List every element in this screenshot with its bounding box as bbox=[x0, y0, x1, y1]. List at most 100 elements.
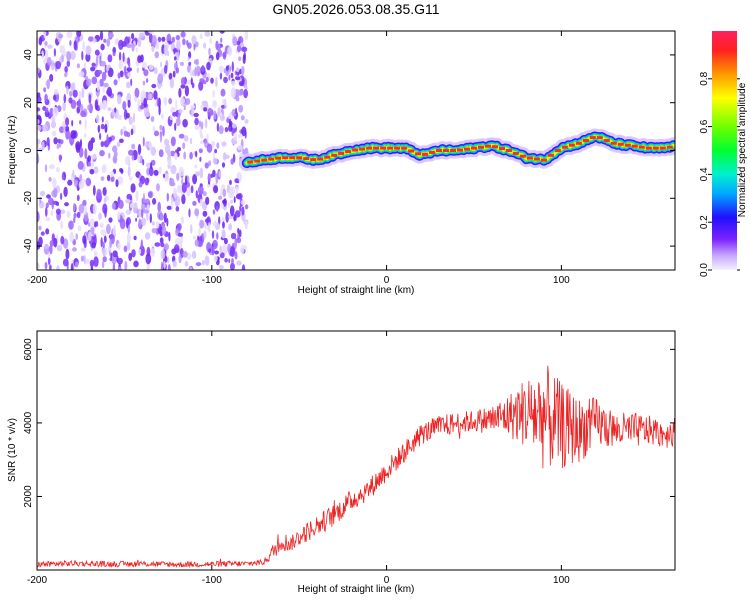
noise-blob bbox=[49, 240, 55, 247]
noise-blob bbox=[212, 101, 218, 108]
noise-blob bbox=[205, 76, 209, 83]
noise-blob bbox=[157, 73, 164, 84]
noise-blob bbox=[245, 84, 248, 91]
noise-blob bbox=[241, 66, 245, 76]
noise-blob bbox=[100, 123, 105, 130]
snr-xtick-label: -100 bbox=[202, 575, 222, 586]
noise-blob bbox=[188, 208, 191, 218]
noise-blob bbox=[73, 202, 76, 212]
noise-blob bbox=[206, 61, 211, 71]
noise-blob bbox=[207, 182, 211, 188]
signal-peak bbox=[408, 149, 415, 153]
noise-blob bbox=[164, 64, 168, 74]
noise-blob bbox=[95, 221, 99, 227]
noise-blob bbox=[53, 237, 58, 248]
noise-blob bbox=[233, 213, 236, 222]
noise-blob bbox=[140, 239, 143, 251]
noise-blob bbox=[210, 77, 214, 84]
noise-blob bbox=[223, 76, 228, 84]
noise-blob bbox=[202, 210, 208, 217]
noise-blob bbox=[228, 64, 231, 75]
noise-blob bbox=[159, 213, 164, 221]
noise-blob bbox=[143, 69, 149, 77]
noise-blob bbox=[174, 201, 178, 207]
noise-blob bbox=[221, 229, 226, 239]
noise-blob bbox=[100, 229, 107, 236]
noise-blob bbox=[80, 247, 86, 252]
noise-blob bbox=[110, 176, 115, 182]
noise-blob bbox=[175, 99, 178, 110]
noise-blob bbox=[166, 205, 172, 210]
noise-blob bbox=[151, 228, 157, 234]
noise-blob bbox=[131, 42, 135, 52]
noise-blob bbox=[235, 76, 241, 81]
noise-blob bbox=[131, 154, 135, 161]
spectrogram-ytick-label: 40 bbox=[23, 49, 34, 61]
noise-blob bbox=[101, 164, 107, 174]
noise-blob bbox=[212, 89, 215, 98]
noise-blob bbox=[84, 148, 88, 160]
noise-blob bbox=[68, 220, 74, 230]
noise-blob bbox=[146, 112, 151, 117]
noise-blob bbox=[194, 117, 199, 126]
noise-blob bbox=[99, 150, 105, 157]
noise-blob bbox=[229, 187, 234, 198]
noise-blob bbox=[90, 266, 94, 270]
noise-blob bbox=[180, 97, 186, 105]
noise-blob bbox=[70, 50, 76, 60]
noise-blob bbox=[182, 142, 186, 150]
noise-blob bbox=[76, 63, 80, 69]
colorbar-tick-label: 0.4 bbox=[699, 167, 710, 181]
noise-blob bbox=[135, 190, 139, 202]
colorbar-scale bbox=[712, 31, 737, 270]
noise-blob bbox=[44, 41, 48, 46]
noise-blob bbox=[219, 112, 223, 118]
noise-blob bbox=[189, 266, 192, 270]
signal-peak bbox=[450, 149, 456, 152]
noise-blob bbox=[125, 81, 131, 89]
noise-blob bbox=[133, 260, 139, 268]
noise-blob bbox=[236, 45, 242, 53]
figure-title: GN05.2026.053.08.35.G11 bbox=[272, 1, 439, 17]
signal-peak bbox=[394, 146, 401, 150]
noise-blob bbox=[163, 261, 166, 270]
noise-blob bbox=[105, 65, 110, 72]
noise-blob bbox=[176, 184, 183, 194]
noise-blob bbox=[180, 216, 184, 225]
signal-peak bbox=[526, 156, 533, 160]
noise-blob bbox=[151, 35, 157, 46]
noise-blob bbox=[168, 72, 173, 80]
noise-blob bbox=[95, 55, 99, 67]
noise-blob bbox=[93, 166, 99, 174]
noise-blob bbox=[224, 154, 230, 159]
spectrogram-xlabel: Height of straight line (km) bbox=[298, 285, 415, 296]
noise-blob bbox=[43, 57, 48, 65]
noise-blob bbox=[240, 245, 245, 255]
noise-blob bbox=[192, 200, 197, 206]
noise-blob bbox=[230, 87, 236, 99]
noise-blob bbox=[195, 171, 200, 177]
noise-blob bbox=[204, 255, 210, 266]
noise-blob bbox=[223, 237, 228, 245]
noise-blob bbox=[79, 174, 83, 182]
noise-blob bbox=[100, 43, 105, 51]
spectrogram-xtick-label: 100 bbox=[553, 275, 570, 286]
signal-peak bbox=[617, 142, 624, 146]
signal-peak bbox=[561, 145, 568, 149]
noise-blob bbox=[189, 68, 193, 78]
noise-blob bbox=[230, 72, 234, 79]
noise-blob bbox=[172, 70, 176, 78]
noise-blob bbox=[125, 198, 131, 204]
signal-peak bbox=[338, 151, 345, 155]
noise-blob bbox=[62, 101, 66, 112]
noise-blob bbox=[37, 262, 40, 269]
noise-blob bbox=[80, 110, 87, 118]
noise-blob bbox=[241, 264, 246, 270]
signal-peak bbox=[401, 146, 408, 150]
noise-blob bbox=[177, 232, 183, 237]
noise-blob bbox=[145, 141, 149, 148]
noise-blob bbox=[162, 173, 166, 178]
noise-blob bbox=[184, 175, 188, 186]
noise-blob bbox=[222, 51, 227, 60]
noise-blob bbox=[238, 81, 245, 87]
